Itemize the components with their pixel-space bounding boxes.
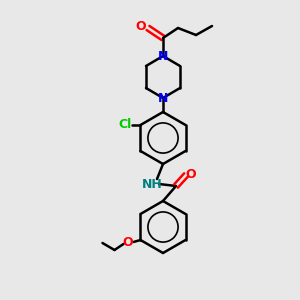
Text: O: O [186, 167, 196, 181]
Text: N: N [158, 50, 168, 62]
Text: Cl: Cl [119, 118, 132, 131]
Text: O: O [122, 236, 133, 248]
Text: O: O [136, 20, 146, 34]
Text: NH: NH [142, 178, 162, 190]
Text: N: N [158, 92, 168, 104]
